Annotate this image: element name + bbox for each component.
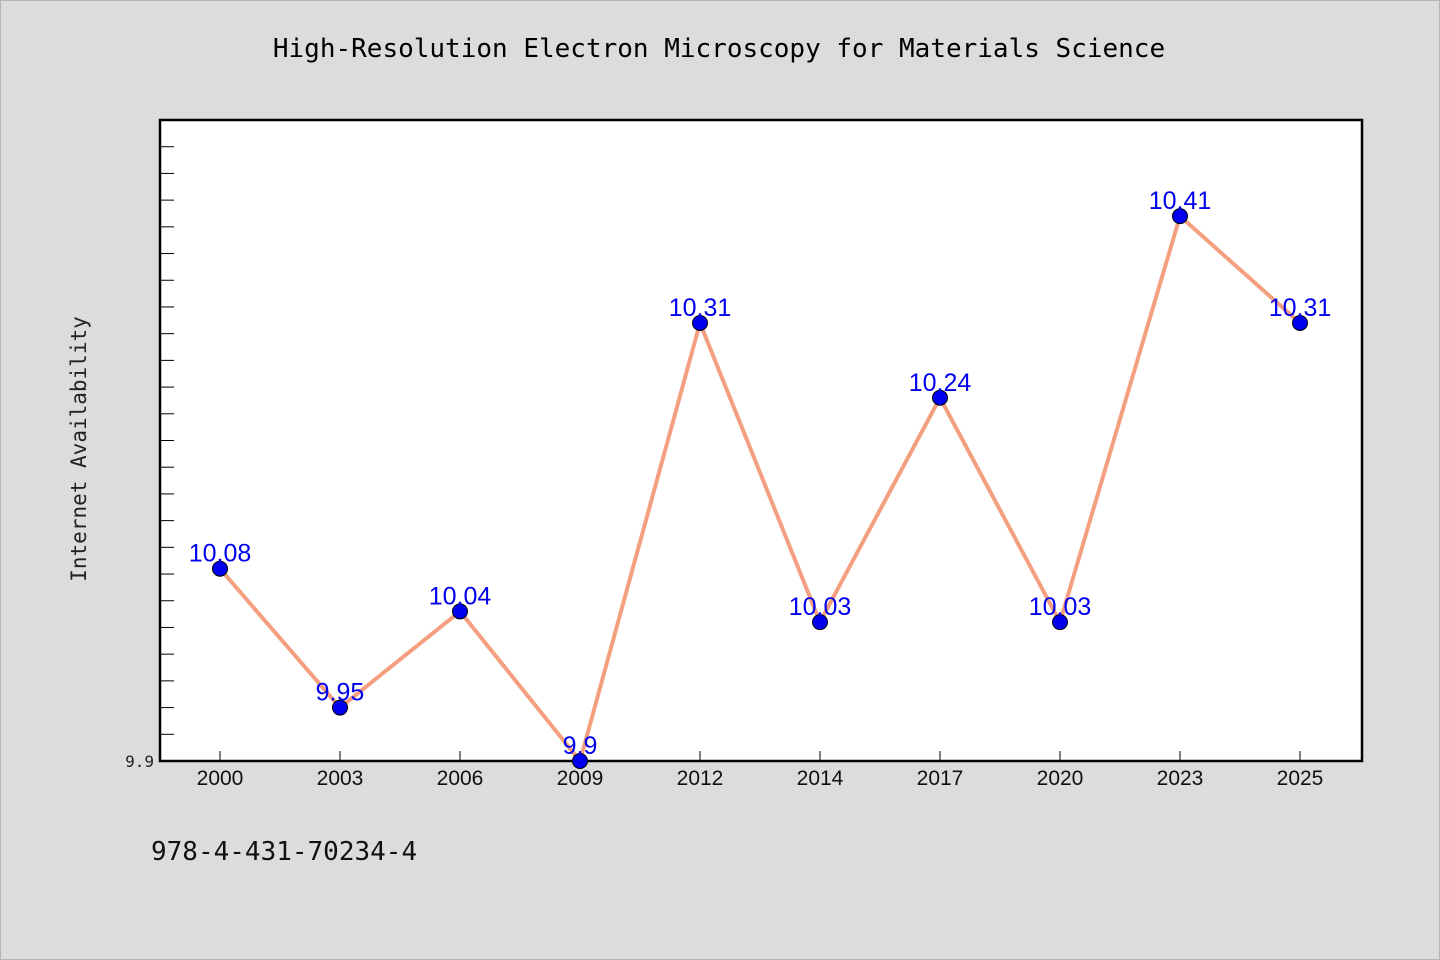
x-tick-label: 2000 — [197, 767, 244, 790]
x-tick-label: 2003 — [317, 767, 364, 790]
isbn-text: 978-4-431-70234-4 — [151, 837, 418, 867]
x-tick-label: 2012 — [677, 767, 724, 790]
data-label: 9.95 — [316, 679, 365, 707]
x-tick-label: 2020 — [1037, 767, 1084, 790]
data-point — [332, 699, 348, 716]
x-tick-label: 2009 — [557, 767, 604, 790]
data-label: 10.24 — [909, 369, 972, 397]
data-label: 10.03 — [1029, 593, 1092, 621]
data-point — [932, 389, 948, 406]
data-label: 10.03 — [789, 593, 852, 621]
data-point — [692, 314, 708, 331]
data-label: 10.04 — [429, 582, 492, 610]
data-point — [1172, 208, 1188, 225]
x-tick-label: 2006 — [437, 767, 484, 790]
data-label: 10.41 — [1149, 187, 1212, 215]
data-point — [1292, 314, 1308, 331]
data-label: 10.08 — [189, 540, 252, 568]
data-point — [212, 560, 228, 577]
data-point — [452, 603, 468, 620]
x-tick-label: 2014 — [797, 767, 844, 790]
data-point — [1052, 614, 1068, 631]
y-tick-label: 9.9 — [125, 752, 154, 771]
x-tick-label: 2025 — [1277, 767, 1324, 790]
data-label: 10.31 — [669, 294, 732, 322]
x-tick-label: 2017 — [917, 767, 964, 790]
data-label: 9.9 — [563, 732, 598, 760]
data-label: 10.31 — [1269, 294, 1332, 322]
data-point — [572, 753, 588, 769]
series-line — [218, 214, 1302, 763]
plot-area — [158, 118, 1364, 763]
x-tick-label: 2023 — [1157, 767, 1204, 790]
chart-title: High-Resolution Electron Microscopy for … — [272, 34, 1166, 64]
data-point — [812, 614, 828, 631]
